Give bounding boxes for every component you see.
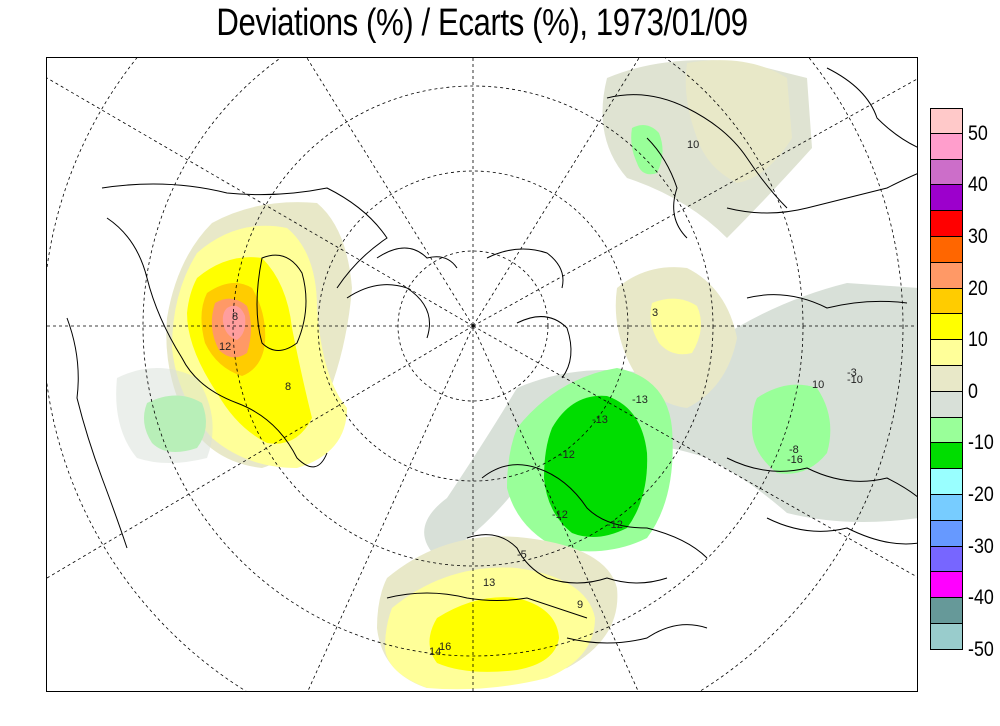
legend-swatch: [930, 443, 963, 470]
legend-label: -10: [968, 431, 994, 455]
contour-label: -5: [517, 549, 527, 561]
map-panel: 8 12 16 -12 -12 -12 -5 10 -13 -13 -10 -8…: [46, 57, 918, 692]
legend-swatch: [930, 546, 963, 573]
legend-swatch: [930, 159, 963, 186]
field-darkgreen-europe: [544, 395, 648, 537]
contour-label: 9: [577, 599, 583, 611]
contour-label: 13: [483, 577, 495, 589]
chart-title: Deviations (%) / Ecarts (%), 1973/01/09: [216, 2, 748, 44]
color-legend: [930, 108, 963, 650]
legend-swatch: [930, 469, 963, 495]
contour-label: -12: [559, 449, 575, 461]
contour-label: -13: [632, 394, 648, 406]
legend-swatch: [930, 108, 963, 134]
contour-label: 12: [219, 341, 231, 353]
contour-label: 10: [812, 379, 824, 391]
contour-label: -13: [592, 414, 608, 426]
legend-label: -50: [968, 637, 994, 661]
contour-label: -12: [552, 509, 568, 521]
legend-label: -30: [968, 534, 994, 558]
legend-label: 20: [968, 276, 988, 300]
legend-swatch: [930, 262, 963, 289]
anomaly-fields: [116, 60, 917, 690]
legend-label: 40: [968, 173, 988, 197]
legend-swatch: [930, 494, 963, 521]
legend-label: 30: [968, 225, 988, 248]
legend-label: 50: [968, 121, 988, 145]
legend-swatch: [930, 520, 963, 547]
contour-label: 14: [429, 646, 441, 658]
contour-label: -16: [787, 454, 803, 466]
legend-label: -20: [968, 483, 994, 506]
contour-label: 8: [232, 311, 238, 323]
contour-label: -12: [607, 519, 623, 531]
legend-label: -40: [968, 586, 994, 610]
legend-label: 0: [968, 379, 978, 403]
field-green-east: [752, 384, 831, 474]
field-green-japan: [631, 124, 663, 175]
map-canvas: 8 12 16 -12 -12 -12 -5 10 -13 -13 -10 -8…: [47, 58, 917, 691]
legend-swatch: [930, 288, 963, 315]
legend-swatch: [930, 365, 963, 392]
contour-label: -3: [847, 367, 857, 379]
contour-label: 16: [439, 641, 451, 653]
contour-label: 8: [285, 381, 291, 393]
legend-label: 10: [968, 328, 988, 352]
field-tan-asia-north: [685, 60, 792, 184]
legend-swatch: [930, 340, 963, 366]
legend-swatch: [930, 133, 963, 160]
field-yellow-siberia: [650, 298, 701, 355]
contour-label: 3: [652, 307, 658, 319]
legend-swatch: [930, 211, 963, 237]
contour-labels: 8 12 16 -12 -12 -12 -5 10 -13 -13 -10 -8…: [219, 139, 863, 658]
legend-swatch: [930, 314, 963, 341]
graticule: [47, 58, 917, 691]
field-pink-greenland: [222, 305, 246, 340]
legend-swatch: [930, 236, 963, 263]
legend-swatch: [930, 598, 963, 624]
field-yellow-med: [429, 597, 559, 672]
legend-swatch: [930, 572, 963, 599]
field-neutral-pacific: [116, 368, 213, 463]
contour-label: -10: [847, 374, 863, 386]
legend-swatch: [930, 391, 963, 418]
coastlines: [66, 67, 917, 644]
legend-swatch: [930, 185, 963, 212]
legend-swatch: [930, 417, 963, 444]
legend-swatch: [930, 623, 963, 650]
contour-label: 10: [687, 139, 699, 151]
contour-label: -8: [789, 444, 799, 456]
